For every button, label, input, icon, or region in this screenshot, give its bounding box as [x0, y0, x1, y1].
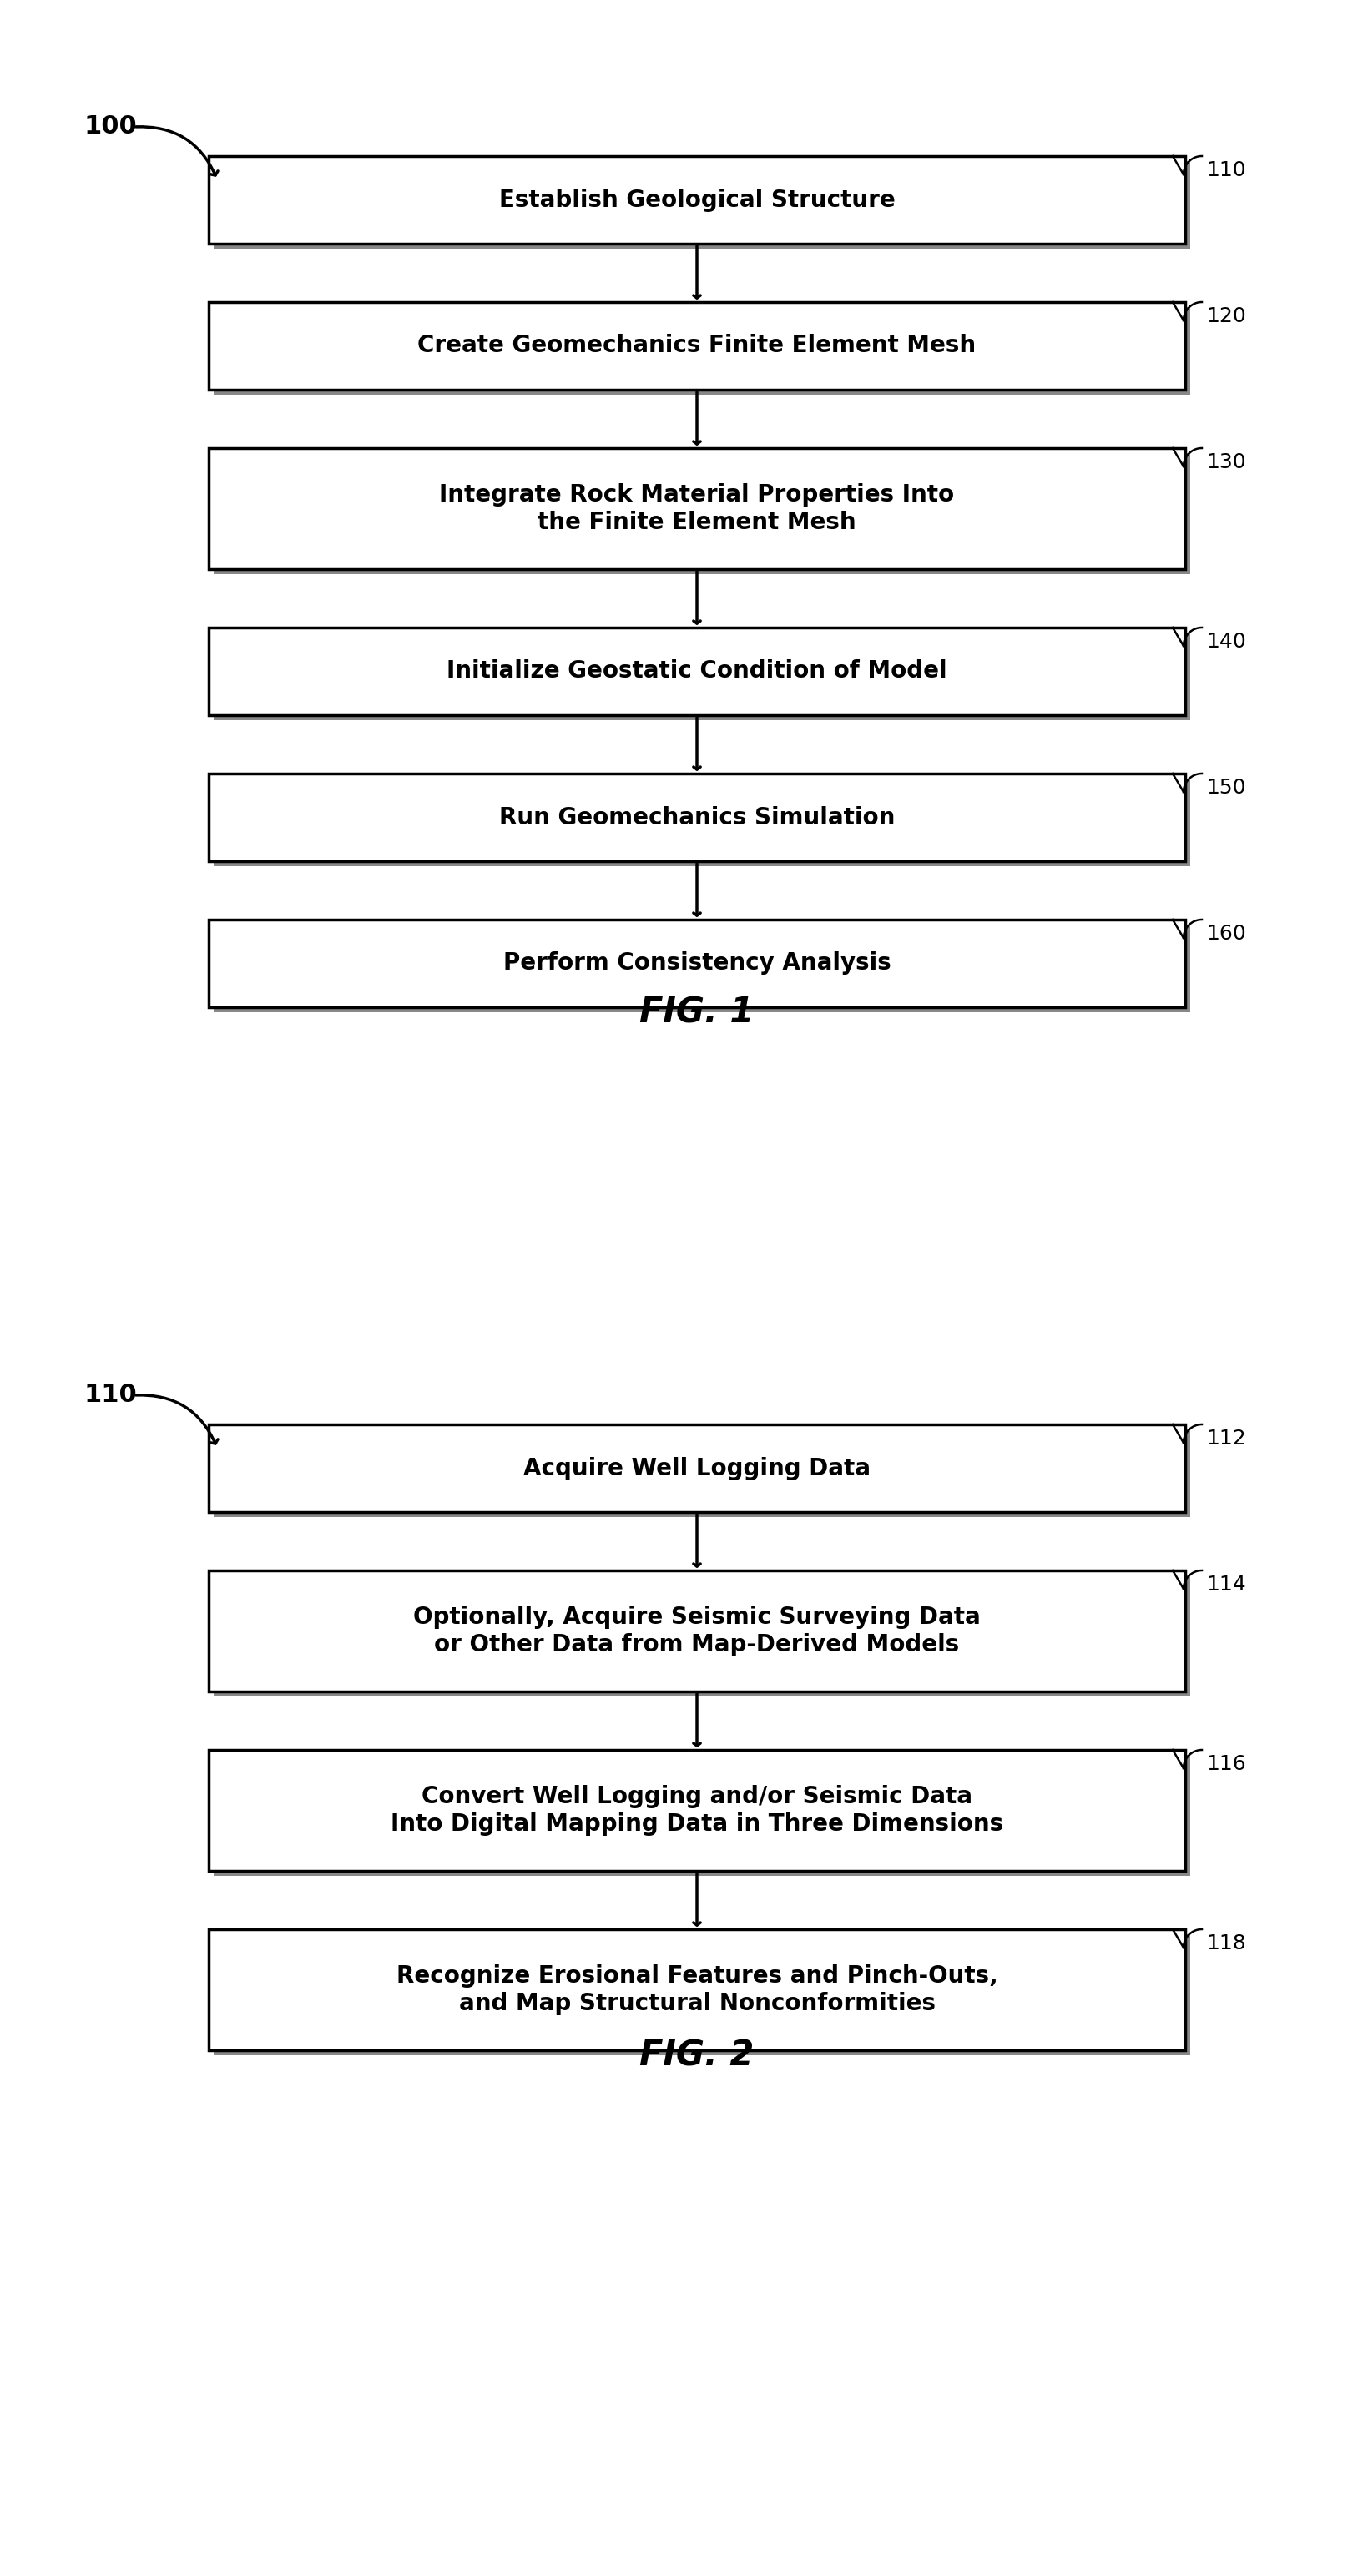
FancyBboxPatch shape: [213, 307, 1190, 394]
Text: Integrate Rock Material Properties Into
the Finite Element Mesh: Integrate Rock Material Properties Into …: [439, 484, 953, 533]
Text: Perform Consistency Analysis: Perform Consistency Analysis: [502, 951, 891, 976]
Text: 100: 100: [83, 113, 137, 139]
FancyBboxPatch shape: [208, 920, 1185, 1007]
Text: 160: 160: [1205, 925, 1245, 943]
Text: Initialize Geostatic Condition of Model: Initialize Geostatic Condition of Model: [446, 659, 947, 683]
Text: Convert Well Logging and/or Seismic Data
Into Digital Mapping Data in Three Dime: Convert Well Logging and/or Seismic Data…: [390, 1785, 1003, 1837]
Text: FIG. 1: FIG. 1: [639, 994, 754, 1030]
FancyBboxPatch shape: [208, 629, 1185, 716]
FancyBboxPatch shape: [208, 1749, 1185, 1870]
FancyBboxPatch shape: [213, 1577, 1190, 1698]
Text: 110: 110: [83, 1383, 137, 1406]
FancyBboxPatch shape: [208, 1571, 1185, 1692]
FancyBboxPatch shape: [213, 162, 1190, 250]
Text: 150: 150: [1205, 778, 1245, 799]
FancyBboxPatch shape: [208, 301, 1185, 389]
Text: 112: 112: [1205, 1430, 1245, 1448]
FancyBboxPatch shape: [213, 1430, 1190, 1517]
FancyBboxPatch shape: [213, 453, 1190, 574]
Text: 114: 114: [1205, 1574, 1245, 1595]
Text: Acquire Well Logging Data: Acquire Well Logging Data: [523, 1455, 870, 1481]
Text: 116: 116: [1205, 1754, 1245, 1775]
FancyBboxPatch shape: [213, 1935, 1190, 2056]
Text: 130: 130: [1205, 453, 1245, 471]
FancyBboxPatch shape: [213, 634, 1190, 721]
FancyBboxPatch shape: [208, 1929, 1185, 2050]
FancyBboxPatch shape: [208, 1425, 1185, 1512]
Text: 118: 118: [1205, 1935, 1245, 1953]
Text: FIG. 2: FIG. 2: [639, 2038, 754, 2074]
Text: Optionally, Acquire Seismic Surveying Data
or Other Data from Map-Derived Models: Optionally, Acquire Seismic Surveying Da…: [413, 1605, 979, 1656]
FancyBboxPatch shape: [208, 773, 1185, 860]
FancyBboxPatch shape: [213, 778, 1190, 866]
FancyBboxPatch shape: [213, 1754, 1190, 1875]
Text: Recognize Erosional Features and Pinch-Outs,
and Map Structural Nonconformities: Recognize Erosional Features and Pinch-O…: [395, 1965, 997, 2014]
Text: Establish Geological Structure: Establish Geological Structure: [498, 188, 895, 211]
Text: 120: 120: [1205, 307, 1245, 327]
FancyBboxPatch shape: [213, 925, 1190, 1012]
Text: Create Geomechanics Finite Element Mesh: Create Geomechanics Finite Element Mesh: [417, 335, 975, 358]
Text: 140: 140: [1205, 631, 1245, 652]
FancyBboxPatch shape: [208, 157, 1185, 245]
Text: 110: 110: [1205, 160, 1245, 180]
Text: Run Geomechanics Simulation: Run Geomechanics Simulation: [499, 806, 895, 829]
FancyBboxPatch shape: [208, 448, 1185, 569]
